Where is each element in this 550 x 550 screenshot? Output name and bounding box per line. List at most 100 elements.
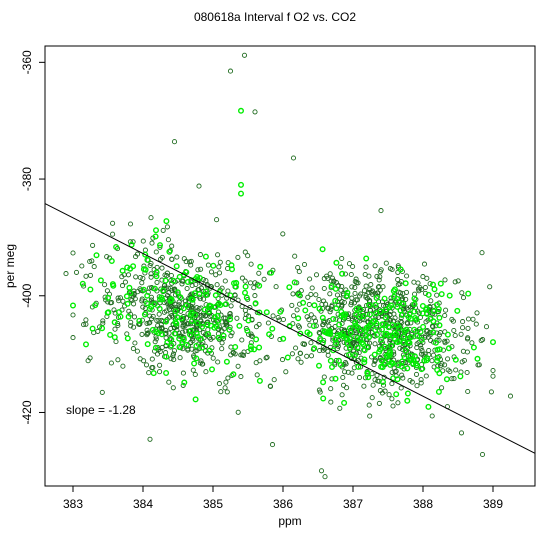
data-point-dark — [131, 324, 137, 330]
data-point-dark — [352, 284, 358, 291]
data-point-dark — [239, 352, 245, 358]
data-point-bright — [236, 322, 243, 329]
data-point-dark — [464, 369, 470, 376]
data-point-dark — [349, 370, 355, 376]
data-point-dark — [439, 385, 445, 391]
data-point-dark — [242, 278, 248, 284]
data-point-bright — [381, 359, 388, 366]
data-point-bright — [144, 292, 151, 299]
data-point-bright — [454, 307, 461, 314]
data-point-bright — [210, 262, 217, 269]
data-point-dark — [91, 264, 97, 270]
data-point-bright — [124, 300, 131, 307]
data-point-bright — [233, 279, 240, 286]
data-point-dark — [340, 382, 347, 388]
data-point-bright — [228, 266, 235, 273]
data-point-bright — [356, 313, 363, 320]
data-point-bright — [251, 346, 258, 353]
data-point-bright — [215, 317, 222, 324]
data-point-dark — [195, 267, 201, 273]
x-tick-label: 388 — [413, 497, 433, 511]
data-point-bright — [344, 289, 351, 296]
data-point-bright — [385, 324, 392, 331]
data-point-dark — [483, 324, 490, 330]
data-point-bright — [352, 319, 359, 326]
data-point-bright — [411, 326, 418, 333]
data-point-dark — [327, 291, 333, 297]
data-point-dark — [143, 362, 150, 368]
data-point-bright — [316, 305, 323, 312]
data-point-bright — [490, 339, 497, 346]
data-point-bright — [199, 323, 206, 330]
data-point-dark — [389, 396, 395, 402]
data-point-bright — [291, 279, 298, 286]
data-point-dark — [180, 329, 186, 335]
data-point-bright — [436, 346, 443, 353]
data-point-dark — [176, 333, 182, 339]
data-point-dark — [308, 340, 314, 346]
data-point-bright — [296, 291, 303, 298]
data-point-bright — [124, 335, 131, 342]
data-point-bright — [388, 359, 395, 366]
data-point-dark — [247, 280, 254, 286]
data-point-dark — [172, 286, 178, 292]
data-point-bright — [215, 334, 222, 341]
data-point-bright — [395, 362, 402, 369]
data-point-bright — [256, 309, 263, 316]
data-point-dark — [313, 323, 319, 329]
data-point-bright — [402, 347, 409, 354]
data-point-dark — [414, 383, 420, 389]
data-point-bright — [457, 373, 464, 380]
data-point-dark — [104, 288, 110, 294]
data-point-dark — [188, 262, 194, 268]
data-point-bright — [142, 266, 149, 273]
data-point-bright — [123, 293, 130, 300]
data-point-dark — [321, 285, 327, 292]
data-point-dark — [399, 372, 405, 378]
data-point-dark — [110, 231, 116, 237]
data-point-dark — [357, 293, 363, 299]
data-point-bright — [263, 309, 270, 316]
data-point-dark — [368, 282, 374, 288]
data-point-dark — [165, 237, 171, 243]
data-point-dark — [112, 326, 118, 332]
slope-annotation: slope = -1.28 — [66, 403, 136, 417]
data-point-dark — [290, 291, 296, 297]
y-axis: -420 -400 -380 -360 — [20, 50, 45, 424]
data-point-bright — [377, 346, 384, 353]
data-point-bright — [372, 327, 379, 334]
data-point-dark — [377, 274, 383, 280]
data-point-bright — [436, 370, 443, 377]
data-point-bright — [111, 334, 118, 341]
data-point-bright — [110, 282, 117, 289]
data-point-bright — [241, 289, 248, 296]
data-point-dark — [397, 281, 403, 287]
data-point-bright — [126, 284, 133, 291]
data-point-dark — [81, 322, 87, 328]
data-point-dark — [372, 377, 378, 383]
data-point-dark — [370, 302, 376, 308]
data-points — [63, 52, 514, 480]
data-point-bright — [105, 294, 112, 301]
data-point-dark — [245, 253, 251, 259]
data-point-bright — [425, 403, 432, 410]
data-point-dark — [168, 277, 174, 284]
data-point-dark — [133, 274, 139, 280]
data-point-bright — [391, 286, 398, 293]
data-point-bright — [387, 348, 394, 355]
y-tick-label: -380 — [20, 167, 34, 191]
data-point-bright — [364, 370, 371, 377]
data-point-dark — [248, 331, 254, 337]
data-point-bright — [373, 295, 380, 302]
data-point-bright — [316, 362, 323, 369]
data-point-dark — [182, 328, 188, 334]
data-point-dark — [397, 345, 403, 351]
data-point-dark — [218, 389, 224, 395]
data-point-dark — [177, 355, 183, 361]
data-point-dark — [321, 298, 327, 304]
data-point-dark — [271, 377, 277, 383]
data-point-dark — [380, 303, 387, 309]
data-point-bright — [384, 353, 391, 360]
data-point-bright — [286, 284, 293, 291]
data-point-dark — [213, 272, 219, 278]
